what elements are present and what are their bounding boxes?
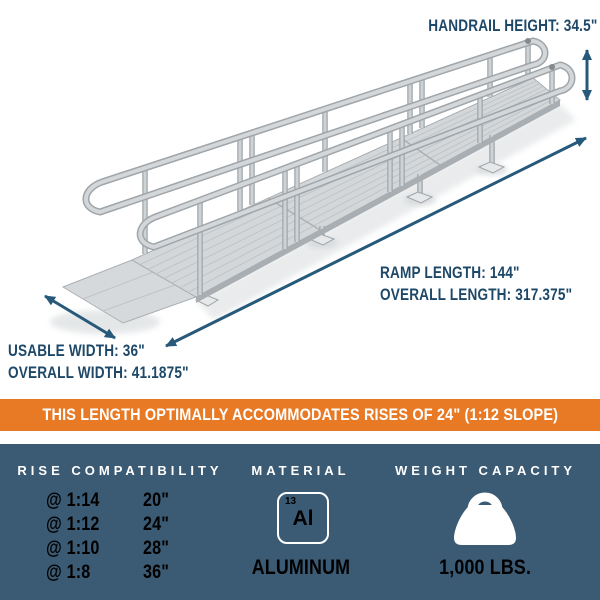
weight-capacity-heading: WEIGHT CAPACITY — [394, 463, 577, 478]
rise-row: @ 1:12 24" — [46, 513, 206, 537]
rise-compatibility-table: @ 1:14 20" @ 1:12 24" @ 1:10 28" @ 1:8 3… — [46, 489, 206, 585]
rise-ratio: @ 1:10 — [46, 538, 100, 559]
aluminum-element-icon: 13 Al — [277, 492, 329, 544]
rise-value: 20" — [143, 490, 170, 511]
rise-value: 24" — [143, 514, 170, 535]
rise-value: 28" — [143, 538, 170, 559]
slope-banner: THIS LENGTH OPTIMALLY ACCOMMODATES RISES… — [0, 399, 600, 431]
element-number: 13 — [285, 496, 297, 507]
rise-ratio: @ 1:8 — [46, 562, 91, 583]
weight-capacity-value: 1,000 LBS. — [439, 556, 532, 579]
rise-row: @ 1:8 36" — [46, 561, 206, 585]
material-heading: MATERIAL — [251, 463, 350, 478]
rise-row: @ 1:14 20" — [46, 489, 206, 513]
overall-length-label: OVERALL LENGTH: 317.375" — [380, 285, 573, 304]
weight-icon — [454, 492, 516, 545]
rise-value: 36" — [143, 562, 170, 583]
overall-length-arrow — [165, 136, 587, 348]
handrail-height-label: HANDRAIL HEIGHT: 34.5" — [427, 16, 597, 35]
width-arrow — [44, 294, 116, 340]
element-symbol: Al — [292, 507, 314, 530]
rise-ratio: @ 1:14 — [46, 490, 100, 511]
ramp-length-label: RAMP LENGTH: 144" — [380, 263, 520, 282]
ramp-illustration — [44, 37, 592, 348]
overall-width-label: OVERALL WIDTH: 41.1875" — [8, 363, 189, 382]
material-value: ALUMINUM — [251, 556, 350, 579]
rise-row: @ 1:10 28" — [46, 537, 206, 561]
usable-width-label: USABLE WIDTH: 36" — [8, 341, 145, 360]
rise-compatibility-heading: RISE COMPATIBILITY — [17, 463, 223, 478]
rise-ratio: @ 1:12 — [46, 514, 100, 535]
